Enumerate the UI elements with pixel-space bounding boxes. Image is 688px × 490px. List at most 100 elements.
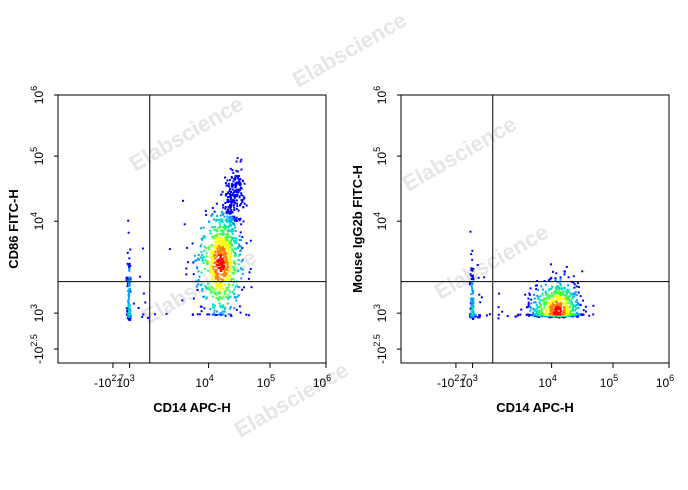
data-point	[139, 275, 142, 278]
data-point	[207, 246, 210, 249]
data-point	[567, 288, 570, 291]
data-point	[537, 297, 540, 300]
data-point	[232, 184, 235, 187]
data-point	[568, 299, 571, 302]
data-point	[226, 179, 229, 182]
data-point	[220, 306, 223, 309]
data-point	[568, 296, 571, 299]
data-point	[128, 268, 131, 271]
data-point	[565, 290, 568, 293]
data-point	[560, 284, 562, 287]
data-point	[205, 296, 208, 299]
data-point	[219, 243, 222, 246]
data-point	[232, 260, 235, 263]
plot-frame	[400, 94, 670, 364]
data-point	[235, 160, 238, 163]
data-point	[209, 269, 212, 272]
data-point	[225, 240, 228, 243]
data-point	[196, 289, 199, 291]
data-point	[210, 244, 213, 247]
data-point	[215, 246, 218, 249]
data-point	[215, 220, 218, 222]
data-point	[225, 212, 228, 215]
data-point	[206, 313, 209, 316]
data-point	[234, 230, 237, 232]
data-point	[205, 260, 208, 263]
data-point	[231, 194, 234, 197]
data-point	[228, 223, 231, 226]
data-point	[233, 266, 236, 269]
data-point	[214, 254, 217, 256]
data-point	[470, 274, 473, 277]
data-point	[220, 193, 223, 196]
data-point	[238, 234, 241, 237]
data-point	[471, 302, 473, 304]
data-point	[551, 286, 554, 289]
data-point	[549, 278, 552, 281]
data-point	[226, 243, 228, 246]
data-point	[227, 200, 230, 202]
data-point	[224, 219, 227, 222]
data-point	[231, 265, 234, 268]
data-point	[217, 260, 220, 262]
data-point	[533, 309, 536, 312]
data-point	[221, 230, 224, 233]
data-point	[247, 314, 250, 317]
data-point	[221, 297, 224, 300]
data-point	[128, 284, 131, 287]
data-point	[574, 304, 577, 307]
data-point	[471, 277, 474, 280]
data-point	[229, 187, 232, 190]
data-point	[228, 185, 230, 188]
data-point	[543, 280, 546, 282]
data-point	[217, 251, 220, 254]
data-point	[226, 302, 229, 305]
data-point	[230, 255, 233, 258]
data-point	[237, 263, 240, 266]
data-point	[551, 305, 554, 308]
data-point	[217, 278, 220, 281]
data-point	[555, 291, 558, 294]
data-point	[569, 292, 572, 295]
data-point	[195, 259, 198, 262]
data-point	[552, 296, 555, 299]
data-point	[127, 279, 130, 282]
data-point	[536, 311, 539, 314]
data-point	[207, 282, 209, 285]
data-point	[241, 236, 244, 239]
data-point	[470, 278, 473, 280]
data-point	[231, 284, 234, 287]
data-point	[219, 269, 222, 272]
data-point	[538, 302, 541, 305]
data-point	[527, 297, 530, 300]
data-point	[469, 307, 472, 310]
data-point	[226, 265, 229, 268]
data-point	[211, 213, 214, 216]
data-point	[550, 263, 552, 266]
data-point	[227, 289, 230, 292]
data-point	[229, 194, 232, 197]
data-point	[209, 288, 212, 291]
data-point	[543, 298, 546, 301]
data-point	[225, 233, 227, 236]
data-point	[129, 318, 132, 321]
data-point	[240, 277, 243, 280]
data-point	[126, 276, 128, 279]
data-point	[240, 168, 243, 171]
data-point	[211, 250, 213, 253]
data-point	[568, 302, 571, 305]
data-point	[552, 300, 555, 303]
x-axis-label: CD14 APC-H	[153, 400, 231, 415]
data-point	[471, 258, 474, 261]
data-point	[545, 303, 547, 305]
data-point	[231, 186, 234, 188]
data-point	[471, 298, 474, 301]
data-point	[127, 302, 130, 305]
data-point	[548, 289, 551, 292]
data-point	[212, 218, 215, 221]
data-point	[214, 235, 217, 237]
data-point	[200, 310, 203, 313]
data-point	[236, 270, 239, 273]
data-point	[141, 315, 144, 318]
data-point	[206, 263, 209, 266]
